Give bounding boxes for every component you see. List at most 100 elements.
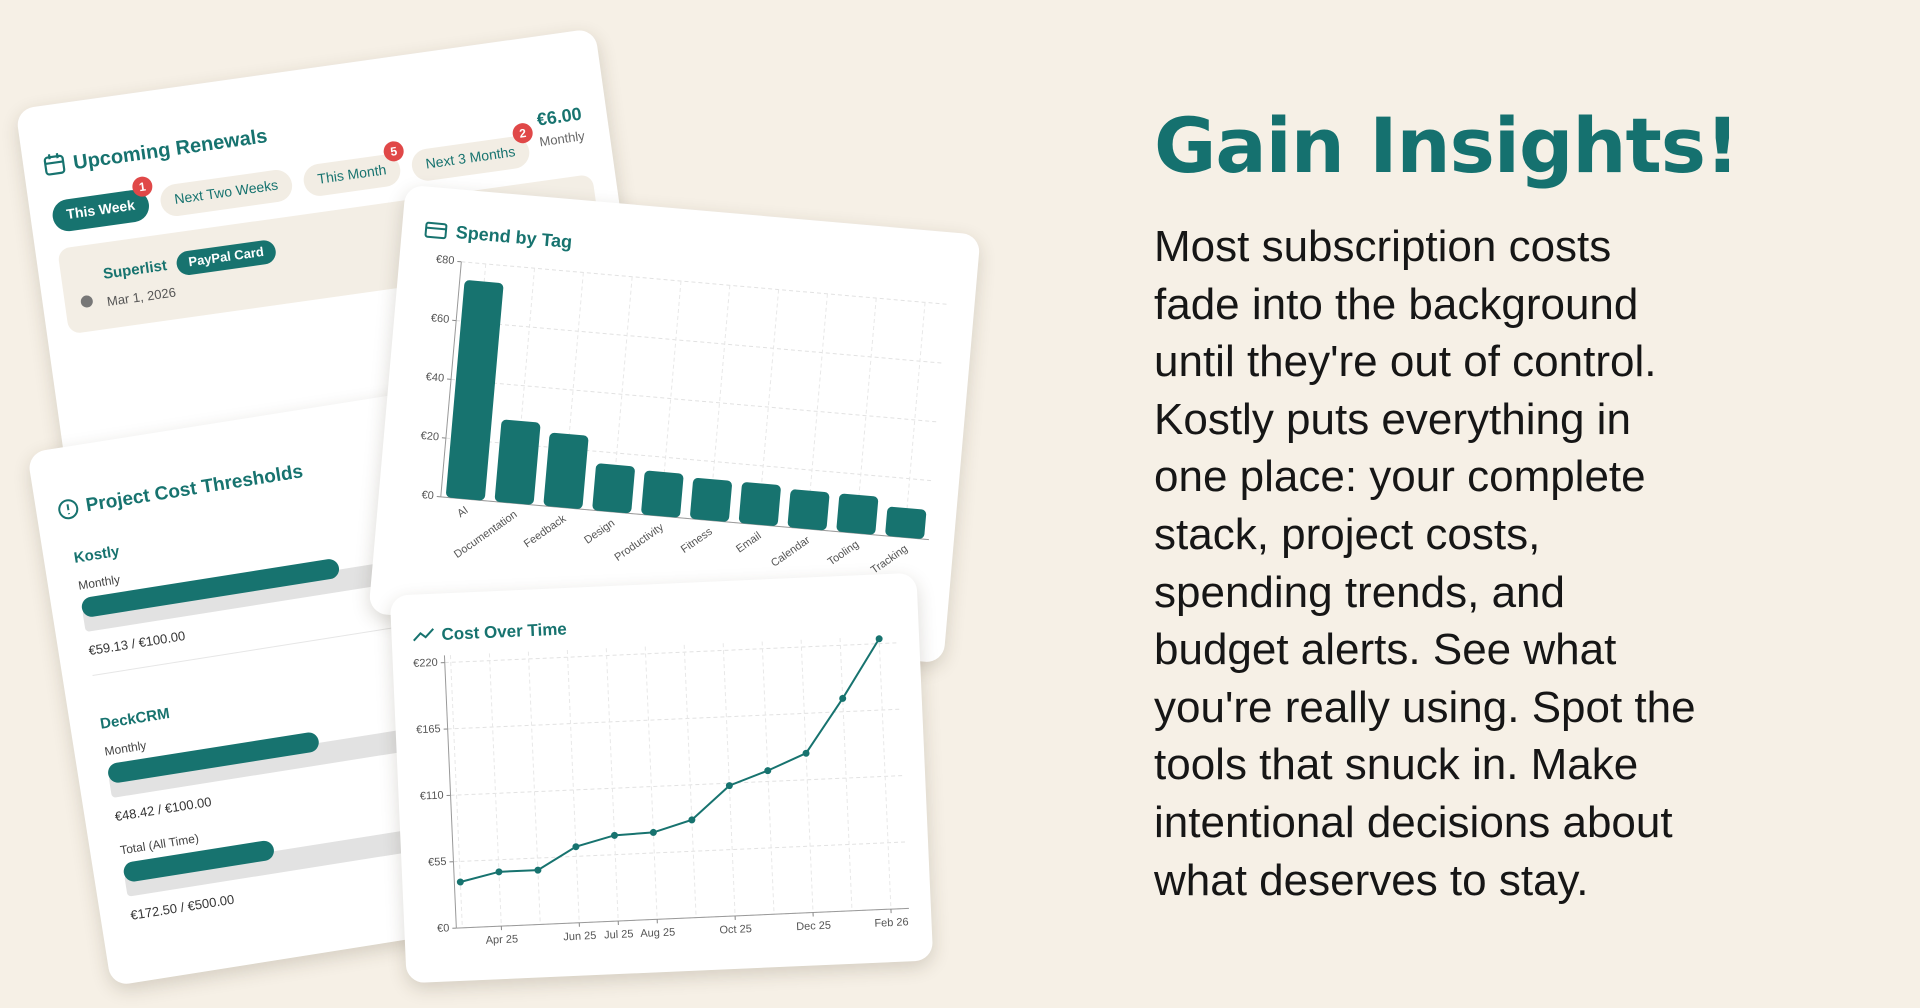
- bar: [592, 463, 635, 514]
- thresholds-card: Project Cost Thresholds Kostly Monthly €59…: [26, 371, 626, 987]
- y-tick-label: €40: [425, 371, 444, 385]
- body-line: intentional decisions about: [1154, 797, 1673, 847]
- grid-line-x: [449, 655, 463, 928]
- y-tick-label: €165: [416, 723, 441, 736]
- bar: [885, 506, 927, 539]
- point: [572, 843, 580, 851]
- x-tick-label: Design: [582, 517, 617, 546]
- point: [839, 694, 847, 702]
- grid-line-x: [683, 644, 697, 918]
- x-tick-label: Tracking: [869, 543, 910, 577]
- grid-line-x: [527, 651, 541, 925]
- budget-bar: [81, 559, 340, 617]
- project-name: Kostly: [73, 543, 122, 567]
- grid-line-x: [903, 302, 926, 538]
- x-tick-label: Feedback: [522, 513, 569, 551]
- axis-x: [456, 907, 909, 929]
- bar: [690, 477, 732, 522]
- x-tick-label: Calendar: [769, 534, 813, 570]
- body-line: until they're out of control.: [1154, 337, 1657, 387]
- item-period: Monthly: [538, 128, 586, 149]
- body-line: one place: your complete: [1154, 452, 1646, 502]
- grid-line-x: [722, 643, 736, 916]
- y-tick-label: €0: [421, 489, 434, 502]
- y-tick-label: €55: [428, 856, 447, 869]
- x-tick-label: Aug 25: [640, 926, 675, 940]
- grid-line-x: [605, 648, 619, 922]
- budget-amount: €172.50 / €500.00: [129, 892, 235, 923]
- x-tick-label: Apr 25: [485, 933, 518, 946]
- bar: [543, 432, 589, 509]
- point: [495, 868, 503, 876]
- alert-icon: [58, 499, 79, 520]
- body-line: budget alerts. See what: [1154, 625, 1617, 675]
- body-line: Kostly puts everything in: [1154, 394, 1631, 444]
- card-icon: [424, 221, 448, 240]
- point: [725, 782, 733, 790]
- body-line: what deserves to stay.: [1154, 855, 1589, 905]
- grid-line: [450, 775, 904, 796]
- tab-badge: [512, 123, 533, 144]
- headline: Gain Insights!: [1154, 101, 1740, 190]
- spend-svg: Spend by Tag €0€20€40€60€80AIDocumentati…: [420, 221, 950, 577]
- x-tick-label: Jun 25: [563, 930, 597, 943]
- grid-line-x: [855, 298, 877, 534]
- body-line: stack, project costs,: [1154, 509, 1541, 559]
- point: [802, 749, 810, 757]
- budget-bar: [123, 840, 274, 882]
- grid-line: [447, 708, 901, 730]
- body-line: you're really using. Spot the: [1154, 682, 1696, 732]
- body-line: fade into the background: [1154, 279, 1639, 329]
- x-tick-label: Oct 25: [719, 923, 752, 936]
- budget-amount: €48.42 / €100.00: [114, 794, 213, 824]
- tab: [52, 190, 149, 232]
- budget-period: Monthly: [104, 738, 148, 758]
- x-tick-label: AI: [455, 504, 470, 520]
- calendar-icon: [43, 153, 66, 176]
- point: [764, 767, 772, 775]
- x-tick-label: Productivity: [612, 521, 666, 564]
- x-tick-label: Email: [734, 530, 763, 556]
- chart-title: Cost Over Time: [441, 619, 567, 643]
- y-tick-label: €0: [437, 922, 450, 935]
- grid-line: [444, 642, 898, 664]
- grid-line: [456, 320, 945, 364]
- y-tick-label: €60: [430, 312, 449, 326]
- point: [688, 816, 696, 824]
- item-tag-pill: [176, 240, 276, 275]
- chart-title: Spend by Tag: [455, 222, 573, 252]
- point: [610, 831, 618, 839]
- budget-amount: €59.13 / €100.00: [87, 628, 186, 658]
- body-line: Most subscription costs: [1154, 222, 1612, 271]
- body-line: tools that snuck in. Make: [1154, 740, 1639, 790]
- grid-line-x: [839, 638, 853, 911]
- item-dot: [80, 295, 93, 308]
- grid-line-x: [644, 646, 658, 920]
- grid-line: [461, 261, 950, 306]
- budget-period: Monthly: [77, 572, 121, 592]
- y-tick-label: €110: [420, 790, 444, 803]
- spend-card: Spend by Tag €0 €20 €40 €60 €80 AI Documentati…: [368, 184, 981, 664]
- grid-line-x: [566, 649, 580, 923]
- y-tick-label: €80: [436, 254, 455, 268]
- tab-badge-count: 5: [389, 144, 398, 159]
- axis-y: [440, 261, 462, 497]
- grid-line-x: [800, 639, 814, 913]
- grid-line-x: [761, 641, 775, 915]
- point: [875, 635, 883, 643]
- grid-line: [450, 378, 940, 423]
- line: [460, 638, 880, 883]
- point: [649, 828, 657, 836]
- cost-card: Cost Over Time €0 €55 €110 €165 €220 Apr 25 Ju…: [389, 572, 934, 984]
- grid-line: [445, 437, 935, 482]
- x-tick-label: Fitness: [679, 525, 715, 555]
- item-price: €6.00: [535, 104, 582, 130]
- x-tick-label: Feb 26: [874, 916, 909, 929]
- x-tick-label: Jul 25: [604, 928, 634, 941]
- grid-line-x: [488, 653, 502, 927]
- grid-line-x: [806, 293, 828, 529]
- tab-badge-count: 2: [518, 126, 527, 141]
- bar: [836, 493, 879, 535]
- bar: [494, 419, 541, 505]
